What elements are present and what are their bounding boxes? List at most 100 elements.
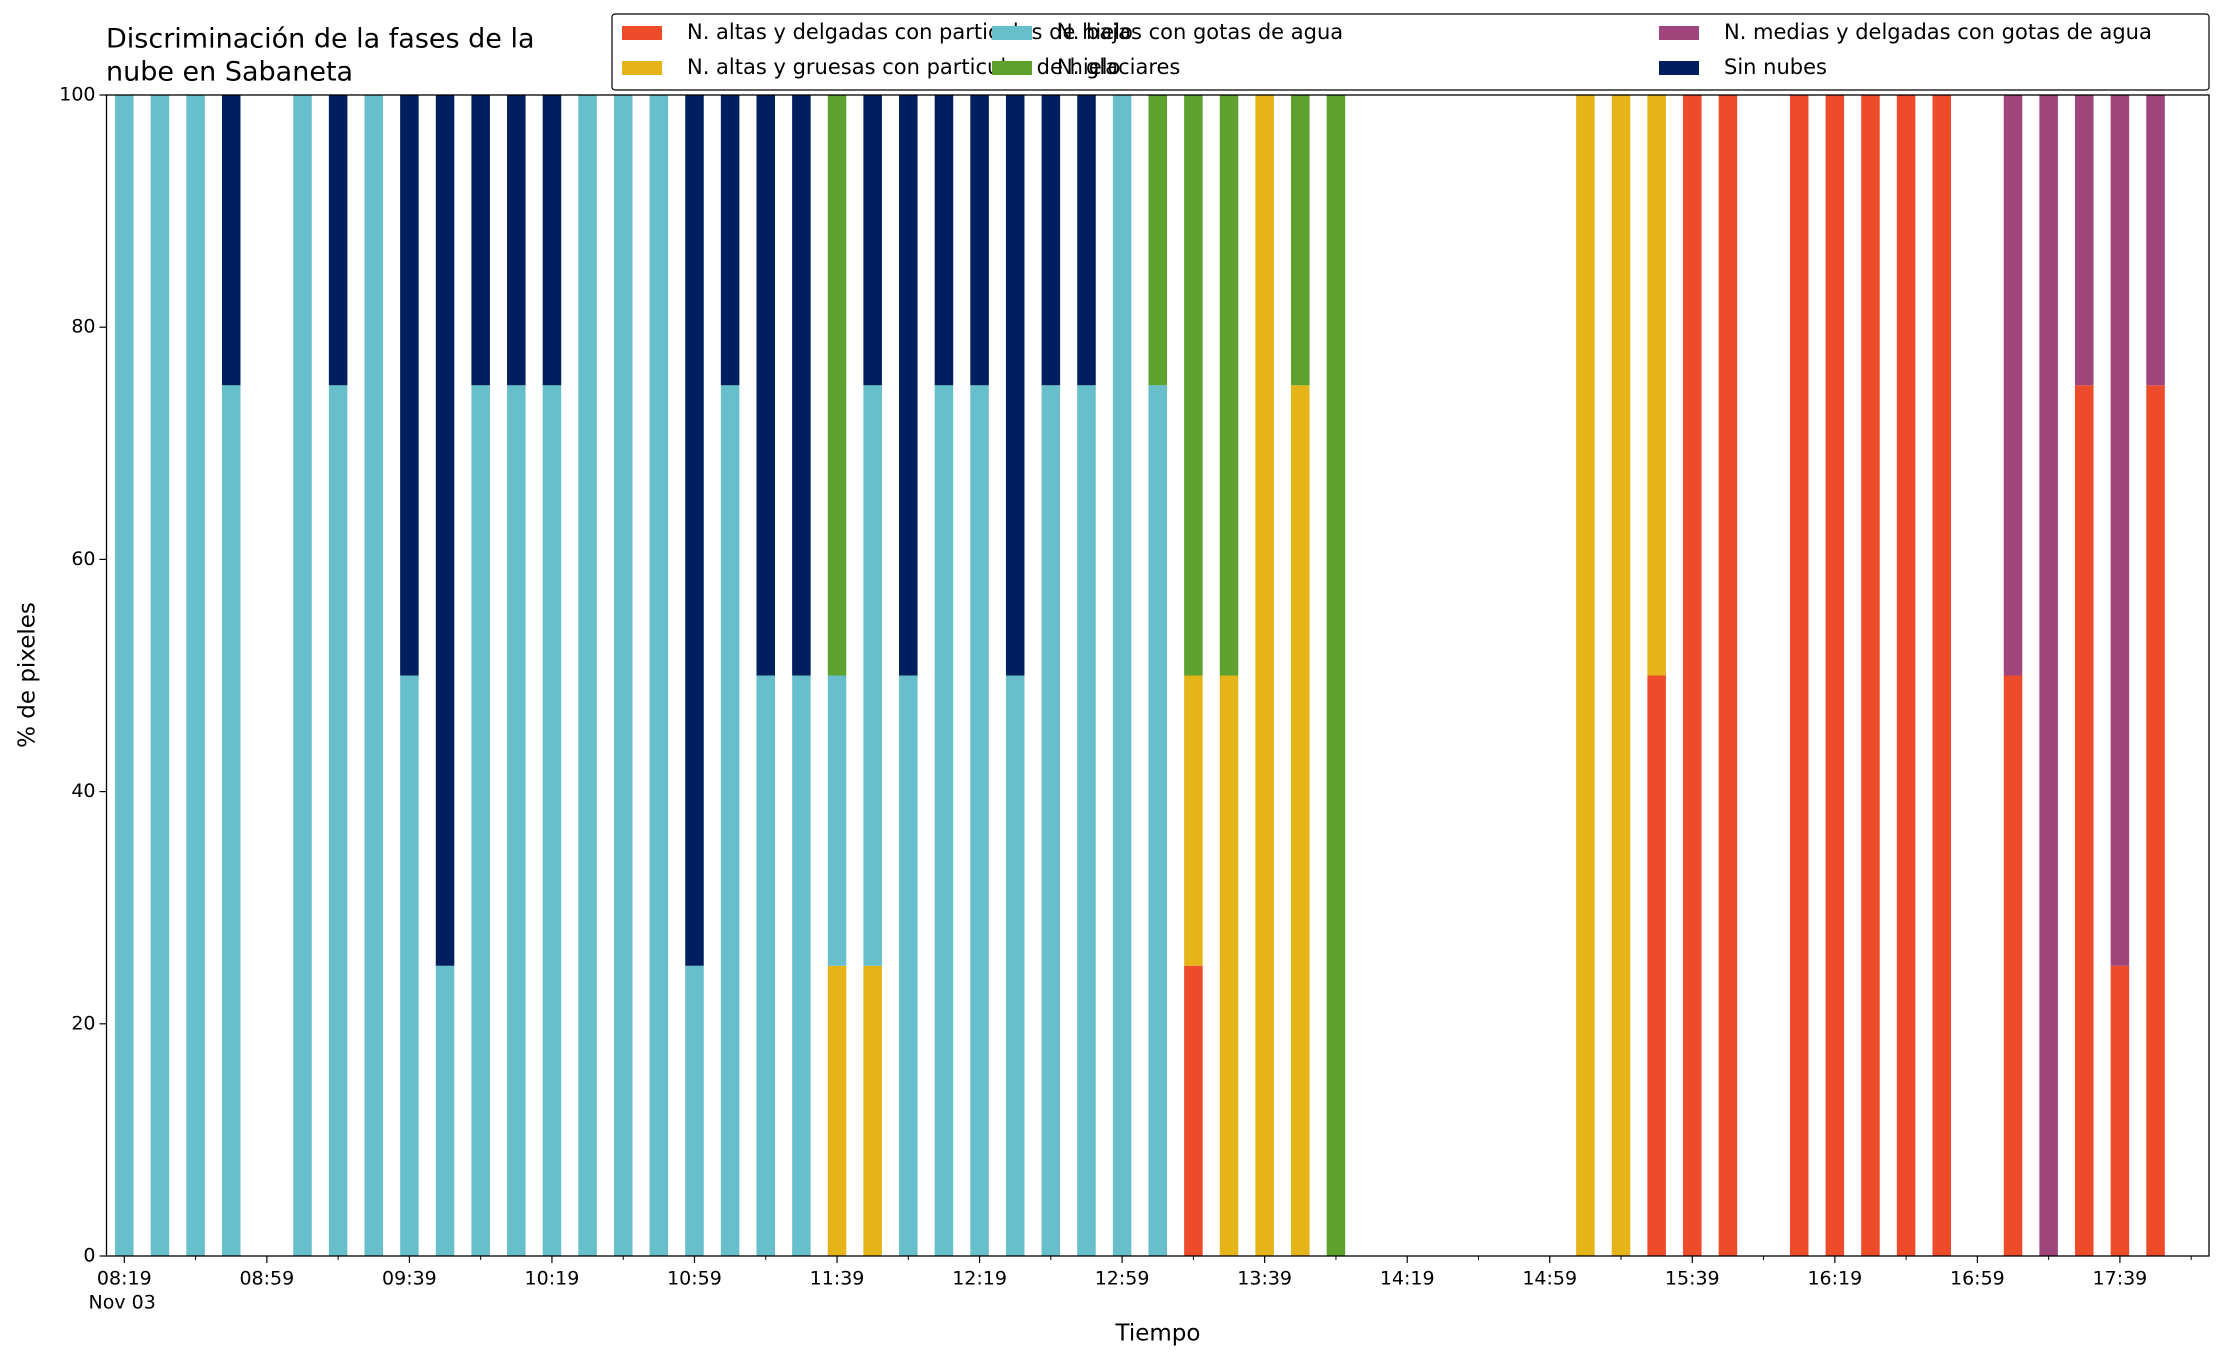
bar-segment — [1255, 95, 1274, 1256]
bar-segment — [863, 95, 882, 386]
bar-segment — [1326, 95, 1346, 1256]
legend-label: Sin nubes — [1724, 55, 1827, 79]
bar-segment — [1611, 95, 1631, 1256]
bar-segment — [827, 965, 847, 1256]
bar-segment — [1647, 95, 1666, 676]
bar-segment — [1148, 95, 1168, 386]
x-tick-label: 08:19 — [97, 1268, 152, 1290]
bar-segment — [1647, 675, 1666, 1256]
bar-segment — [720, 385, 740, 1256]
bar-segment — [400, 675, 419, 1256]
y-tick-label: 0 — [83, 1245, 95, 1267]
legend-swatch — [992, 26, 1032, 40]
bar-segment — [1896, 95, 1916, 1256]
legend-label: N. altas y delgadas con particulas de hi… — [687, 20, 1133, 44]
x-tick-label: 13:39 — [1237, 1268, 1292, 1290]
bar-segment — [2110, 95, 2130, 966]
bar-segment — [970, 95, 989, 386]
bar-segment — [827, 95, 847, 676]
bar-segment — [1077, 95, 1096, 386]
legend-swatch — [992, 61, 1032, 75]
bar-segment — [792, 95, 811, 676]
bar-segment — [578, 95, 597, 1256]
bar-segment — [1825, 95, 1845, 1256]
bar-segment — [435, 95, 455, 966]
bar-segment — [863, 385, 882, 966]
bar-segment — [471, 385, 490, 1256]
bar-segment — [1148, 385, 1168, 1256]
bar-segment — [507, 385, 526, 1256]
bar-segment — [2075, 95, 2094, 386]
bar-segment — [1932, 95, 1951, 1256]
legend-swatch — [622, 61, 662, 75]
bar-segment — [507, 95, 526, 386]
bar-segment — [1005, 675, 1025, 1256]
bar-segment — [613, 95, 633, 1256]
bar-segment — [1291, 95, 1310, 386]
x-tick-label: 12:19 — [952, 1268, 1007, 1290]
y-tick-label: 20 — [71, 1012, 95, 1034]
x-tick-label: 11:39 — [810, 1268, 865, 1290]
bar-segment — [150, 95, 170, 1256]
bar-segment — [1005, 95, 1025, 676]
bar-segment — [685, 965, 704, 1256]
bar-segment — [2146, 385, 2165, 1256]
y-tick-label: 100 — [59, 84, 95, 106]
bar-segment — [328, 95, 348, 386]
bar-segment — [899, 95, 918, 676]
bar-segment — [1077, 385, 1096, 1256]
legend-label: N. altas y gruesas con particulas de hie… — [687, 55, 1120, 79]
bar-segment — [899, 675, 918, 1256]
bar-segment — [827, 675, 847, 966]
legend-swatch — [1659, 61, 1699, 75]
bar-segment — [2003, 675, 2023, 1256]
bar-segment — [756, 95, 776, 676]
bar-segment — [685, 95, 704, 966]
x-tick-label: 14:19 — [1380, 1268, 1435, 1290]
bar-segment — [328, 385, 348, 1256]
bar-segment — [221, 95, 241, 386]
x-tick-label: 17:39 — [2093, 1268, 2148, 1290]
bar-segment — [934, 95, 954, 386]
bar-segment — [792, 675, 811, 1256]
bar-segment — [1219, 95, 1239, 676]
legend-label: N. glaciares — [1057, 55, 1180, 79]
bar-segment — [863, 965, 882, 1256]
bar-segment — [1041, 95, 1061, 386]
plot-frame — [105, 94, 2210, 1257]
bar-segment — [542, 95, 562, 386]
bar-segment — [1718, 95, 1738, 1256]
bar-segment — [2039, 95, 2058, 1256]
bar-segment — [1291, 385, 1310, 1256]
bar-segment — [115, 95, 134, 1256]
x-tick-label: 08:59 — [239, 1268, 294, 1290]
x-tick-label: 14:59 — [1522, 1268, 1577, 1290]
bar-segment — [293, 95, 312, 1256]
bar-segment — [970, 385, 989, 1256]
x-tick-label: 16:19 — [1807, 1268, 1862, 1290]
bar-segment — [2146, 95, 2165, 386]
x-tick-label: 15:39 — [1665, 1268, 1720, 1290]
x-tick-label: 16:59 — [1950, 1268, 2005, 1290]
chart-title: Discriminación de la fases de la — [106, 24, 535, 55]
bar-segment — [221, 385, 241, 1256]
bar-segment — [364, 95, 384, 1256]
y-axis-label: % de pixeles — [15, 602, 41, 748]
y-tick-label: 40 — [71, 780, 95, 802]
y-tick-label: 60 — [71, 548, 95, 570]
x-date-label: Nov 03 — [89, 1292, 156, 1314]
legend-swatch — [1659, 26, 1699, 40]
bar-segment — [756, 675, 776, 1256]
bar-segment — [1789, 95, 1809, 1256]
bar-segment — [2075, 385, 2094, 1256]
x-tick-label: 12:59 — [1095, 1268, 1150, 1290]
bar-segment — [542, 385, 562, 1256]
chart-title: nube en Sabaneta — [106, 57, 353, 88]
x-tick-label: 09:39 — [382, 1268, 437, 1290]
bar-segment — [720, 95, 740, 386]
legend-label: N. bajas con gotas de agua — [1057, 20, 1343, 44]
legend-label: N. medias y delgadas con gotas de agua — [1724, 20, 2152, 44]
y-tick-label: 80 — [71, 316, 95, 338]
